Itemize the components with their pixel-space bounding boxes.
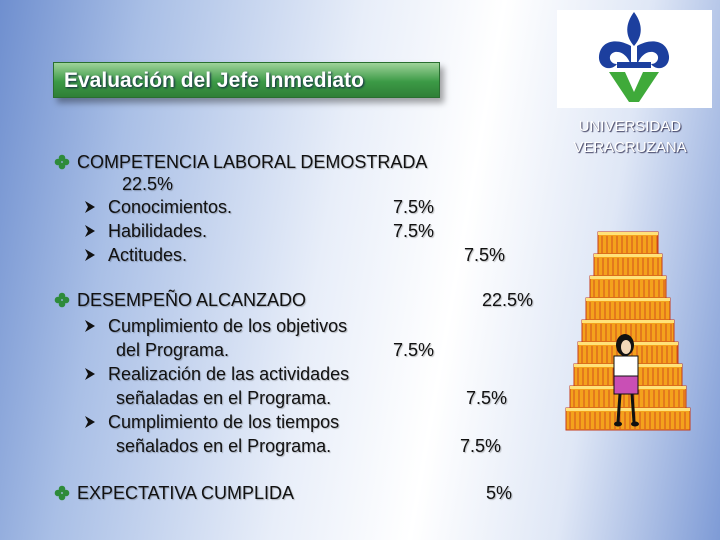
item-value: 7.5%: [393, 221, 435, 241]
slide-title: Evaluación del Jefe Inmediato: [53, 62, 440, 98]
section-value: 22.5%: [482, 290, 534, 310]
bullet-petal: [62, 158, 70, 166]
item-bullet: [85, 225, 95, 237]
item-bullet: [85, 368, 95, 380]
item-text: Realización de las actividades: [108, 364, 350, 384]
section-bullet: [54, 154, 70, 170]
stair-tread: [566, 408, 690, 411]
stair-tread: [594, 254, 662, 257]
bullet-petal: [54, 489, 62, 497]
section-value: 22.5%: [122, 174, 174, 194]
stair-tread: [586, 298, 670, 301]
bullet-petal: [62, 296, 70, 304]
bullet-petal: [54, 296, 62, 304]
bullet-petal: [58, 154, 66, 162]
section-label: DESEMPEÑO ALCANZADO: [77, 290, 307, 310]
stair-tread: [590, 276, 666, 279]
stair-tread: [598, 232, 658, 235]
item-text: señalados en el Programa.: [116, 436, 332, 456]
item-bullet: [85, 201, 95, 213]
item-bullet: [85, 320, 95, 332]
stair-tread: [582, 320, 674, 323]
stair-step: [585, 297, 671, 321]
bullet-petal: [54, 158, 62, 166]
item-value: 7.5%: [466, 388, 508, 408]
item-text: señaladas en el Programa.: [116, 388, 332, 408]
section-label: COMPETENCIA LABORAL DEMOSTRADA: [77, 152, 428, 172]
item-text: Cumplimiento de los objetivos: [108, 316, 348, 336]
item-value: 7.5%: [460, 436, 502, 456]
item-bullet: [85, 249, 95, 261]
item-value: 7.5%: [464, 245, 506, 265]
section-bullet: [54, 485, 70, 501]
bullet-petal: [58, 300, 66, 308]
item-bullet: [85, 416, 95, 428]
logo: [557, 10, 712, 108]
bullet-petal: [58, 485, 66, 493]
person: [613, 334, 639, 427]
bullet-petal: [58, 162, 66, 170]
logo-emblem: [598, 12, 670, 102]
item-text: Cumplimiento de los tiempos: [108, 412, 340, 432]
stair-step: [589, 275, 667, 299]
section-value: 5%: [486, 483, 513, 503]
bullet-petal: [58, 292, 66, 300]
logo-text: UNIVERSIDAD: [578, 118, 682, 135]
section-label: EXPECTATIVA CUMPLIDA: [77, 483, 295, 503]
item-text: Habilidades.: [108, 221, 208, 241]
logo-text: VERACRUZANA: [573, 139, 687, 156]
section-bullet: [54, 292, 70, 308]
bullet-petal: [62, 489, 70, 497]
item-text: Actitudes.: [108, 245, 188, 265]
bullet-petal: [58, 493, 66, 501]
item-value: 7.5%: [393, 197, 435, 217]
item-text: Conocimientos.: [108, 197, 233, 217]
item-value: 7.5%: [393, 340, 435, 360]
item-text: del Programa.: [116, 340, 230, 360]
staircase: [565, 231, 691, 431]
